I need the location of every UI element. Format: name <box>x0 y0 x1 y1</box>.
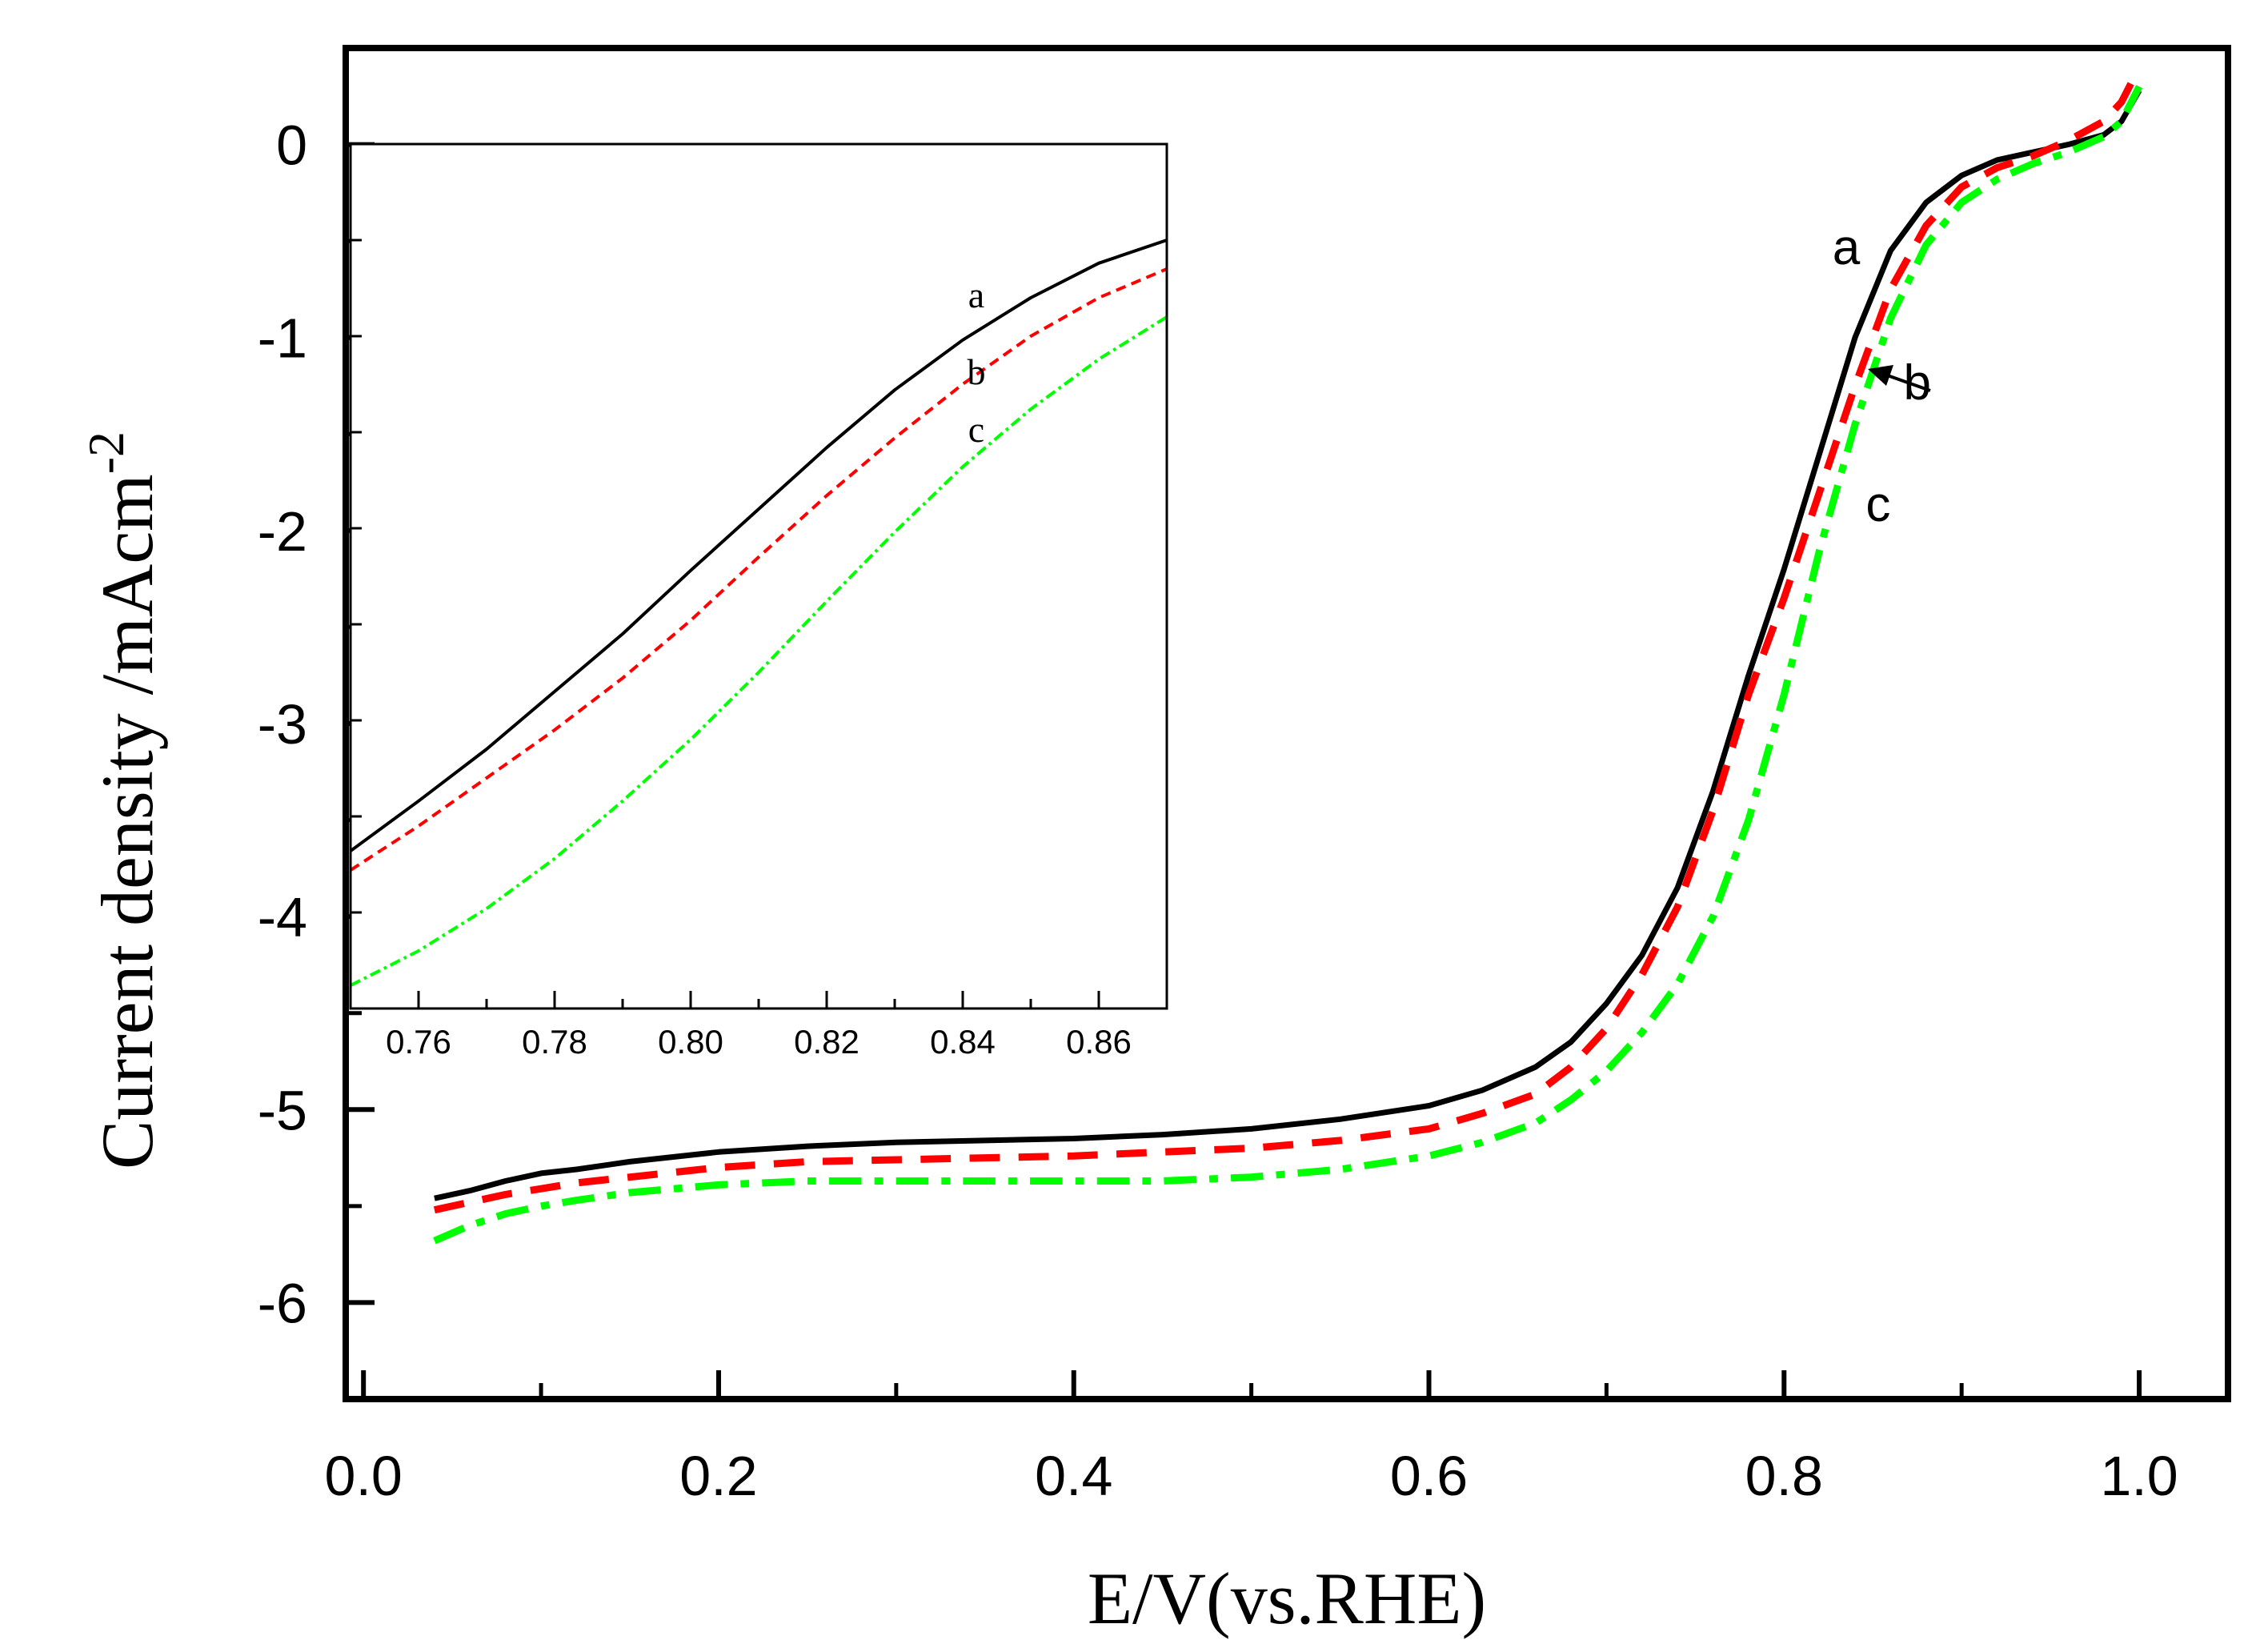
inset-curve-label-c: c <box>968 409 984 450</box>
x-tick-label: 0.4 <box>1035 1445 1112 1507</box>
main-series <box>433 66 2143 1245</box>
y-tick-label: -1 <box>258 307 307 370</box>
b-arrow-head <box>1868 365 1893 386</box>
y-tick-label: 0 <box>276 114 307 177</box>
curve-label-a: a <box>1833 220 1861 275</box>
x-tick-label: 0.0 <box>325 1445 403 1507</box>
x-tick-label: 1.0 <box>2100 1445 2178 1507</box>
y-tick-label: -4 <box>258 886 307 948</box>
series-c-line <box>433 85 2143 1245</box>
inset-x-tick-label: 0.84 <box>930 1023 996 1061</box>
inset-x-tick-label: 0.76 <box>386 1023 451 1061</box>
inset-series-c-line <box>350 315 1168 987</box>
y-axis-title-superscript: -2 <box>78 431 134 474</box>
inset-series <box>349 239 1168 987</box>
inset-x-tick-label: 0.80 <box>658 1023 723 1061</box>
inset-axis-tick-labels: 0.76 0.78 0.80 0.82 0.84 0.86 <box>386 1023 1132 1061</box>
inset-series-b-line <box>349 267 1168 872</box>
inset-background <box>351 144 1167 1008</box>
series-a-line <box>434 89 2142 1201</box>
curve-label-c: c <box>1865 477 1890 532</box>
y-axis-title-main: Current density /mAcm <box>86 474 168 1169</box>
x-axis-title: E/V(vs.RHE) <box>1088 1558 1486 1639</box>
inset-curve-label-a: a <box>968 275 984 315</box>
inset-annotations: abc <box>968 275 986 450</box>
inset-x-tick-label: 0.86 <box>1066 1023 1132 1061</box>
series-b-line <box>433 66 2143 1214</box>
x-tick-label: 0.2 <box>679 1445 757 1507</box>
inset-x-tick-label: 0.78 <box>522 1023 587 1061</box>
y-tick-label: -5 <box>258 1079 307 1141</box>
inset-x-tick-label: 0.82 <box>794 1023 860 1061</box>
y-axis-title: Current density /mAcm-2 <box>78 431 168 1169</box>
inset-axis-ticks <box>349 142 1168 1010</box>
y-tick-label: -2 <box>258 500 307 563</box>
inset-series-a-line <box>349 239 1168 852</box>
x-tick-label: 0.8 <box>1745 1445 1823 1507</box>
y-tick-label: -3 <box>258 693 307 756</box>
inset-curve-label-b: b <box>968 351 986 392</box>
x-tick-label: 0.6 <box>1390 1445 1468 1507</box>
y-tick-label: -6 <box>258 1272 307 1334</box>
main-axis-tick-labels: 0.0 0.2 0.4 0.6 0.8 1.0 0 -1 -2 -3 -4 -5 -6 <box>258 114 2178 1507</box>
